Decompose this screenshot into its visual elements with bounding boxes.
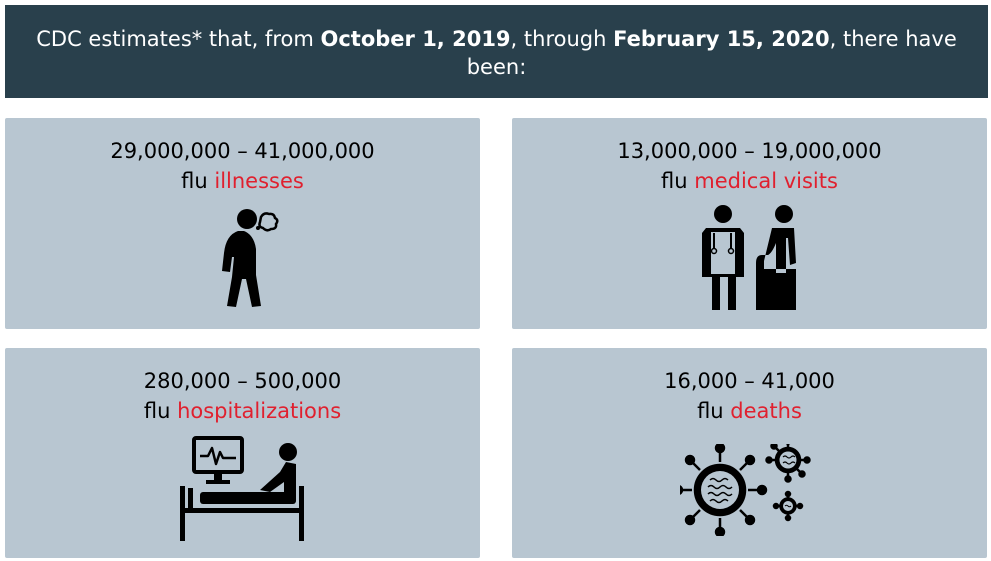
deaths-label: flu deaths — [512, 398, 987, 424]
illnesses-prefix: flu — [181, 169, 215, 193]
illnesses-label: flu illnesses — [5, 168, 480, 194]
banner-middle: , through — [510, 27, 614, 51]
deaths-range: 16,000 – 41,000 — [664, 369, 835, 393]
illnesses-range: 29,000,000 – 41,000,000 — [110, 139, 375, 163]
hospitalizations-highlight: hospitalizations — [177, 399, 342, 423]
banner-suffix: , there have been: — [466, 27, 957, 79]
card-medical-visits: 13,000,000 – 19,000,000 flu medical visi… — [512, 118, 987, 329]
hospitalizations-label: flu hospitalizations — [5, 398, 480, 424]
hospitalizations-range: 280,000 – 500,000 — [143, 369, 342, 393]
card-hospitalizations: 280,000 – 500,000 flu hospitalizations — [5, 348, 480, 558]
sick-person-coughing-icon — [222, 209, 279, 307]
deaths-prefix: flu — [697, 399, 731, 423]
medical-visits-label: flu medical visits — [512, 168, 987, 194]
banner-start-date: October 1, 2019 — [320, 27, 511, 51]
card-deaths: 16,000 – 41,000 flu deaths — [512, 348, 987, 558]
medical-visits-range: 13,000,000 – 19,000,000 — [617, 139, 882, 163]
virus-particles-icon — [680, 444, 811, 536]
doctor-and-patient-icon — [702, 205, 796, 310]
header-banner: CDC estimates* that, from October 1, 201… — [5, 5, 988, 98]
banner-end-date: February 15, 2020 — [613, 27, 830, 51]
medical-visits-prefix: flu — [661, 169, 695, 193]
deaths-highlight: deaths — [730, 399, 802, 423]
card-illnesses: 29,000,000 – 41,000,000 flu illnesses — [5, 118, 480, 329]
hospitalizations-prefix: flu — [143, 399, 178, 423]
illnesses-highlight: illnesses — [214, 169, 304, 193]
hospital-bed-monitor-icon — [180, 436, 304, 541]
medical-visits-highlight: medical visits — [694, 169, 838, 193]
banner-prefix: CDC estimates* that, from — [36, 27, 321, 51]
